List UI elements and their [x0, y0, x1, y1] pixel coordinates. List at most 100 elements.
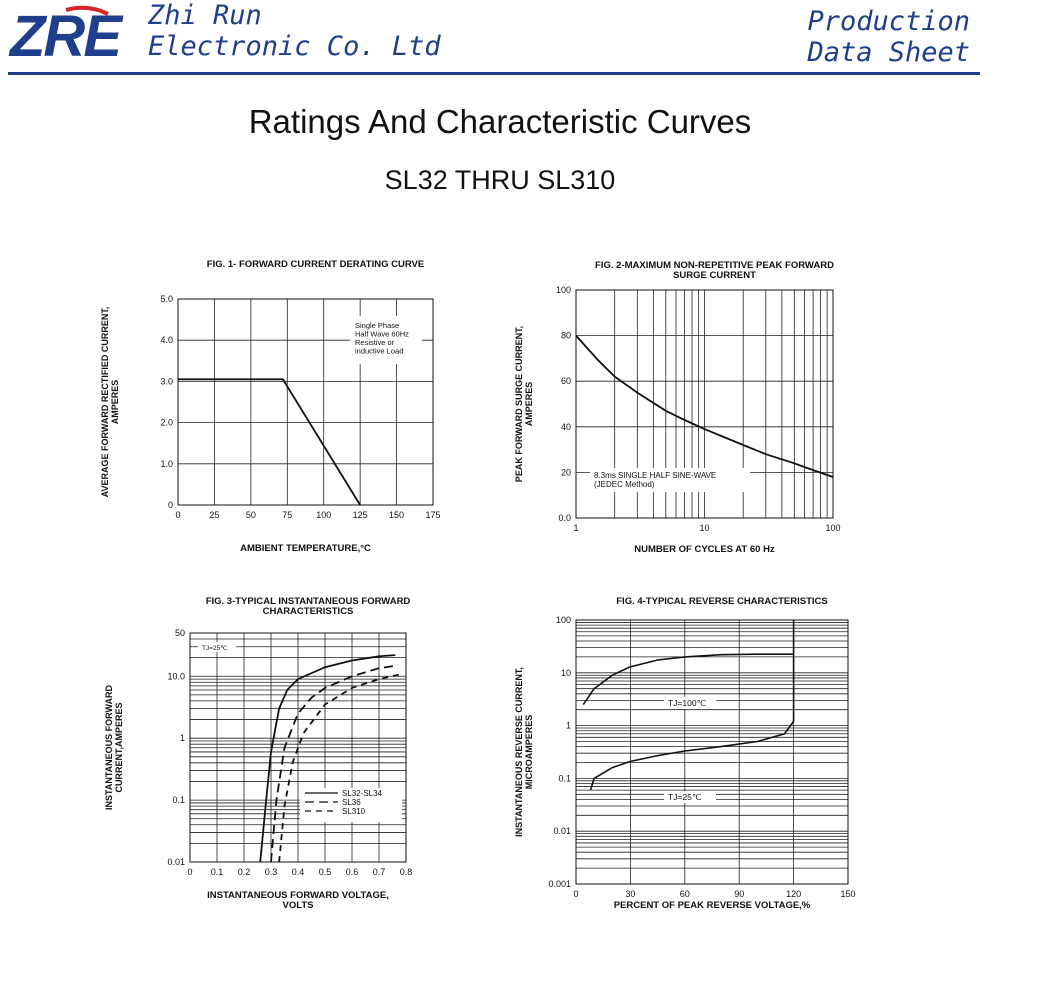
fig3-xtick-label: 0.1 — [211, 867, 224, 877]
fig3-annotation-box — [198, 642, 236, 652]
fig2-ylabel: AMPERES — [524, 382, 534, 427]
fig3-title: CHARACTERISTICS — [263, 606, 354, 617]
fig2-xtick-label: 1 — [573, 523, 578, 533]
fig3-legend-box — [300, 788, 402, 822]
fig2-ytick-label: 20 — [561, 467, 571, 477]
page-title: Ratings And Characteristic Curves — [248, 103, 752, 140]
fig3-xtick-label: 0.2 — [238, 867, 251, 877]
document-type-line1: Production — [807, 6, 970, 37]
fig3-xtick-label: 0 — [187, 867, 192, 877]
fig3-grid — [189, 632, 407, 863]
fig4-ylabel: MICROAMPERES — [524, 715, 534, 790]
fig4-ytick-label: 0.001 — [548, 879, 571, 889]
fig1-ytick-label: 4.0 — [160, 335, 173, 345]
logo-swoosh-icon — [65, 5, 109, 16]
fig1-annotation: Single Phase — [355, 321, 399, 330]
fig3-chart: 0 0.1 0.2 0.3 0.4 0.5 0.6 0.7 0.8 0.01 0.1 1 10.0 50 F… — [104, 596, 412, 911]
fig3-ytick-label: 0.01 — [167, 857, 185, 867]
fig2-ylabel: PEAK FORWARD SURGE CURRENT, — [514, 326, 524, 482]
fig1-ytick-label: 0 — [168, 500, 173, 510]
fig1-xlabel: AMBIENT TEMPERATURE,°C — [240, 543, 371, 554]
fig4-series-label: TJ=100℃ — [668, 698, 707, 708]
fig3-xlabel: VOLTS — [283, 900, 314, 911]
header-rule — [8, 72, 980, 75]
fig1-ytick-label: 2.0 — [160, 418, 173, 428]
fig2-chart: 1 10 100 0.0 20 40 60 80 100 FIG. 2-MAXIMUM NON-R… — [514, 260, 841, 555]
fig1-xtick-label: 150 — [389, 510, 404, 520]
document-type: Production Data Sheet — [807, 6, 970, 68]
fig2-ytick-label: 80 — [561, 331, 571, 341]
fig1-title: FIG. 1- FORWARD CURRENT DERATING CURVE — [207, 259, 424, 270]
fig1-ylabel: AVERAGE FORWARD RECTIFIED CURRENT, — [100, 307, 110, 498]
fig1-xtick-label: 100 — [316, 510, 331, 520]
fig4-ytick-label: 0.01 — [553, 826, 571, 836]
fig3-ytick-label: 50 — [175, 628, 185, 638]
fig1-xtick-label: 50 — [246, 510, 256, 520]
fig4-ylabel: INSTANTANEOUS REVERSE CURRENT, — [514, 667, 524, 837]
fig4-series-line — [582, 653, 794, 706]
fig3-series-line — [278, 672, 404, 863]
fig4-grid — [575, 620, 849, 885]
fig3-legend-label: SL36 — [342, 798, 361, 807]
fig2-title: FIG. 2-MAXIMUM NON-REPETITIVE PEAK FORWA… — [595, 260, 834, 271]
company-name-line2: Electronic Co. Ltd — [148, 31, 441, 62]
fig4-series-label: TJ=25℃ — [668, 792, 702, 802]
fig3-xtick-label: 0.6 — [346, 867, 359, 877]
fig3-ytick-label: 1 — [180, 733, 185, 743]
fig4-series-line — [589, 720, 795, 791]
fig4-xtick-label: 60 — [680, 889, 690, 899]
fig3-xlabel: INSTANTANEOUS FORWARD VOLTAGE, — [207, 890, 389, 901]
fig2-xtick-label: 10 — [699, 523, 709, 533]
fig4-xtick-label: 150 — [840, 889, 855, 899]
company-logo: ZRE — [8, 4, 126, 64]
fig4-ytick-label: 10 — [561, 668, 571, 678]
fig3-series-line — [259, 654, 396, 863]
fig3-xtick-label: 0.8 — [400, 867, 413, 877]
fig2-ytick-label: 60 — [561, 376, 571, 386]
fig4-xlabel: PERCENT OF PEAK REVERSE VOLTAGE,% — [614, 900, 811, 911]
fig1-annotation: Resistive or — [355, 338, 395, 347]
fig3-legend-label: SL310 — [342, 807, 366, 816]
fig3-title: FIG. 3-TYPICAL INSTANTANEOUS FORWARD — [206, 596, 411, 607]
fig2-annotation: (JEDEC Method) — [594, 480, 655, 489]
fig1-annotation: inductive Load — [355, 347, 403, 356]
fig1-series-line — [178, 378, 361, 506]
fig2-ytick-label: 0.0 — [558, 513, 571, 523]
fig2-series-line — [575, 334, 834, 478]
fig3-xtick-label: 0.3 — [265, 867, 278, 877]
fig3-ytick-label: 0.1 — [172, 795, 185, 805]
fig1-annotation: Half Wave 60Hz — [355, 330, 409, 339]
fig1-ytick-label: 5.0 — [160, 294, 173, 304]
fig4-frame — [575, 619, 849, 885]
fig1-xtick-label: 175 — [425, 510, 440, 520]
fig4-xtick-label: 0 — [573, 889, 578, 899]
document-type-line2: Data Sheet — [807, 37, 970, 68]
fig1-ytick-label: 3.0 — [160, 376, 173, 386]
fig4-series-label-box — [664, 697, 716, 709]
fig2-ytick-label: 40 — [561, 422, 571, 432]
fig3-xtick-label: 0.4 — [292, 867, 305, 877]
fig2-ytick-label: 100 — [556, 285, 571, 295]
fig3-ylabel: INSTANTANEOUS FORWARD — [104, 685, 114, 810]
fig1-ylabel: AMPERES — [110, 380, 120, 425]
fig1-xtick-label: 0 — [175, 510, 180, 520]
fig4-xtick-label: 30 — [625, 889, 635, 899]
fig3-frame — [189, 632, 407, 863]
fig4-xtick-label: 90 — [734, 889, 744, 899]
fig4-ytick-label: 1 — [566, 721, 571, 731]
fig4-series-label-box — [664, 791, 716, 803]
fig3-annotation: TJ=25℃ — [202, 645, 228, 652]
company-name: Zhi Run Electronic Co. Ltd — [148, 0, 441, 62]
fig2-annotation-box — [590, 468, 750, 492]
fig1-xtick-label: 125 — [353, 510, 368, 520]
fig4-chart: 0 30 60 90 120 150 0.001 0.01 0.1 1 10 100 FIG. 4-TY… — [514, 596, 856, 911]
fig2-xlabel: NUMBER OF CYCLES AT 60 Hz — [634, 544, 775, 555]
fig4-ytick-label: 100 — [556, 615, 571, 625]
fig3-ylabel: CURRENT,AMPERES — [114, 702, 124, 792]
fig3-xtick-label: 0.7 — [373, 867, 386, 877]
fig3-legend-label: SL32-SL34 — [342, 789, 383, 798]
fig1-annotation-box — [350, 316, 422, 364]
fig1-xtick-label: 25 — [209, 510, 219, 520]
fig2-frame — [575, 289, 834, 519]
